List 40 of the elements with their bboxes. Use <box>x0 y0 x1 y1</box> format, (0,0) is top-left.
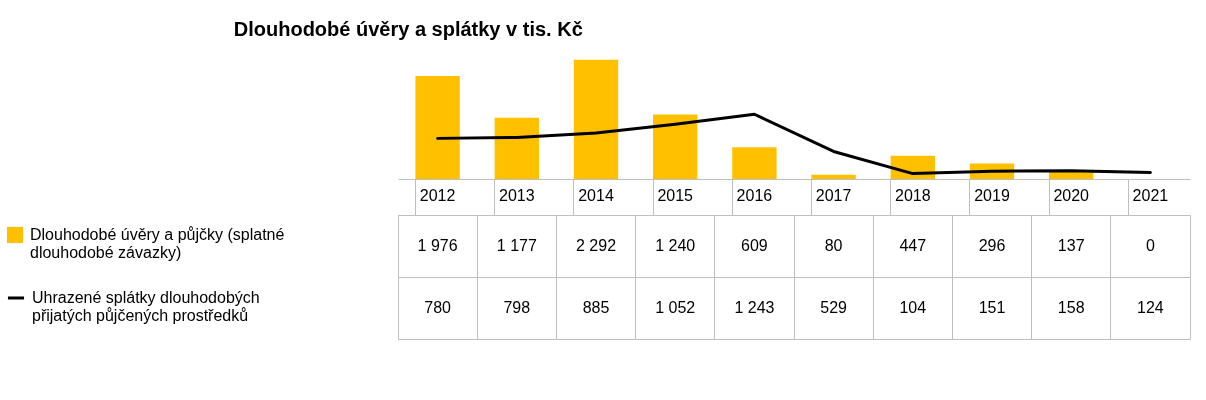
x-tick-label: 2020 <box>1053 186 1090 204</box>
x-tick-label: 2016 <box>736 186 773 204</box>
bar <box>573 59 619 179</box>
x-tick-label: 2017 <box>815 186 852 204</box>
data-label: 124 <box>1137 299 1164 316</box>
data-label: 0 <box>1145 237 1155 254</box>
data-label: 296 <box>978 237 1006 254</box>
bar <box>494 117 539 179</box>
data-label: 798 <box>503 299 531 316</box>
bar <box>1049 171 1094 179</box>
data-label: 1 177 <box>496 237 537 254</box>
data-label: 1 052 <box>655 299 696 316</box>
data-label: 885 <box>582 299 610 316</box>
data-label: 158 <box>1057 299 1085 316</box>
x-tick-label: 2015 <box>657 186 694 204</box>
bar <box>415 76 460 179</box>
data-label: 2 292 <box>575 237 617 254</box>
data-label: 1 976 <box>417 237 458 254</box>
data-label: 137 <box>1057 237 1085 254</box>
data-label: 1 240 <box>655 237 696 254</box>
data-label: 780 <box>424 299 452 316</box>
legend-label: Uhrazené splátky dlouhodobých přijatých půjčených prostředků <box>32 289 260 324</box>
data-label: 609 <box>741 237 768 254</box>
x-tick-label: 2021 <box>1132 186 1169 204</box>
x-tick-label: 2018 <box>895 186 931 204</box>
x-tick-label: 2019 <box>974 186 1010 204</box>
x-tick-label: 2012 <box>419 186 456 204</box>
data-label: 104 <box>899 299 927 316</box>
bar <box>732 147 777 179</box>
x-tick-label: 2014 <box>578 186 614 204</box>
bar <box>653 114 698 179</box>
legend-label: Dlouhodobé úvěry a půjčky (splatné dlouhodobé závazky) <box>30 226 285 261</box>
bar <box>811 174 856 179</box>
data-label: 80 <box>824 237 843 254</box>
data-label: 151 <box>978 299 1006 316</box>
chart-title: Dlouhodobé úvěry a splátky v tis. Kč <box>233 18 583 40</box>
data-label: 1 243 <box>734 299 775 316</box>
x-tick-label: 2013 <box>499 186 535 204</box>
data-label: 447 <box>899 237 927 254</box>
data-label: 529 <box>820 299 848 316</box>
